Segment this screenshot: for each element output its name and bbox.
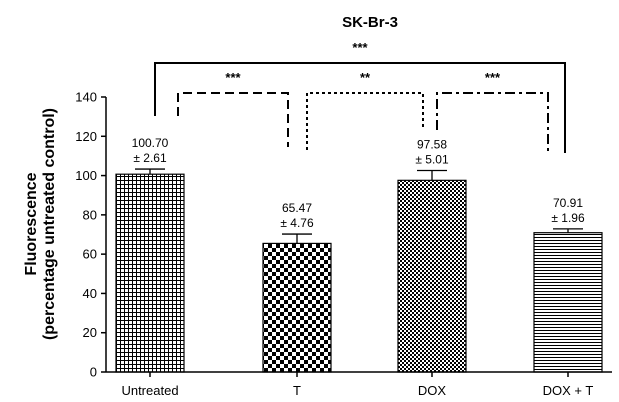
x-tick-label: T	[293, 383, 301, 398]
bar	[533, 232, 603, 373]
value-label: 100.70	[132, 136, 169, 150]
bars	[115, 173, 603, 373]
y-axis: 0 20 40 60 80 100 120 140	[75, 90, 107, 380]
error-bars	[135, 168, 583, 244]
y-tick-label: 140	[75, 90, 97, 105]
error-label: ± 1.96	[551, 211, 585, 225]
bar	[262, 242, 332, 373]
bar	[115, 173, 185, 373]
significance-bracket	[154, 62, 566, 153]
y-axis-label: Fluorescence	[23, 172, 40, 275]
significance-label: ***	[485, 70, 501, 85]
significance-bracket	[436, 92, 549, 153]
y-axis-label-line2: (percentage untreated control)	[41, 108, 58, 340]
y-tick-label: 20	[83, 325, 97, 340]
y-tick-label: 80	[83, 207, 97, 222]
error-label: ± 2.61	[133, 151, 167, 165]
x-tick-label: Untreated	[121, 383, 178, 398]
x-tick-label: DOX	[418, 383, 447, 398]
y-tick-label: 60	[83, 247, 97, 262]
y-tick-label: 120	[75, 129, 97, 144]
significance-bracket	[306, 92, 424, 150]
error-label: ± 5.01	[415, 152, 449, 166]
x-axis: Untreated T DOX DOX + T	[106, 371, 612, 398]
significance-label: ***	[352, 40, 368, 55]
significance-bracket	[177, 92, 289, 147]
value-label: 65.47	[282, 201, 312, 215]
y-tick-label: 40	[83, 286, 97, 301]
y-tick-label: 0	[90, 365, 97, 380]
significance-brackets: ****** ** ***	[154, 40, 566, 153]
value-label: 70.91	[553, 196, 583, 210]
significance-label: ***	[225, 70, 241, 85]
y-tick-label: 100	[75, 168, 97, 183]
error-label: ± 4.76	[280, 216, 314, 230]
bar	[397, 179, 467, 373]
significance-label: **	[360, 70, 371, 85]
data-labels: 100.70± 2.61 65.47± 4.76 97.58± 5.01 70.91±…	[132, 136, 585, 230]
chart-title: SK-Br-3	[342, 14, 398, 31]
value-label: 97.58	[417, 137, 447, 151]
x-tick-label: DOX + T	[543, 383, 594, 398]
